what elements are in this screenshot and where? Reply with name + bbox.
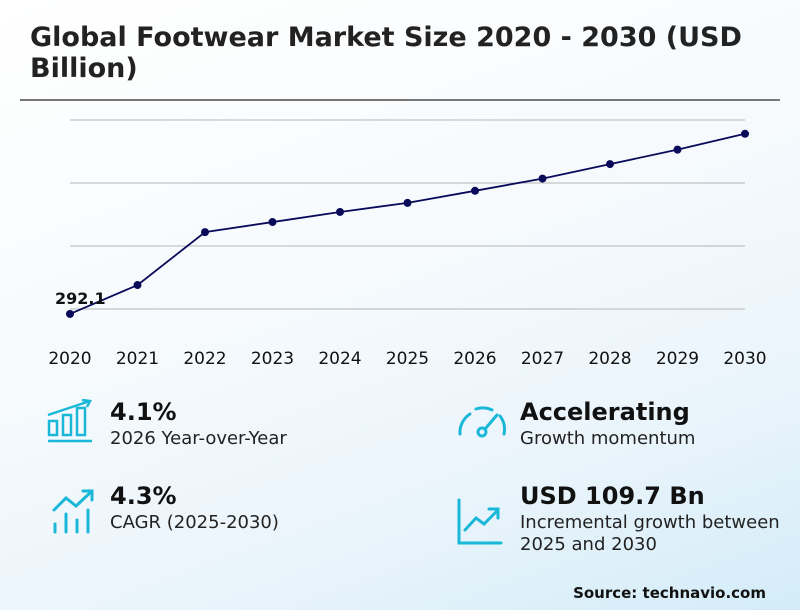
metric-value: Accelerating xyxy=(520,398,690,426)
bar-chart-growth-icon xyxy=(47,398,92,443)
page-title: Global Footwear Market Size 2020 - 2030 … xyxy=(30,22,742,84)
metric-label: Incremental growth between 2025 and 2030 xyxy=(520,512,780,555)
metric-value: USD 109.7 Bn xyxy=(520,482,705,510)
data-point xyxy=(606,160,614,169)
data-point xyxy=(336,207,344,216)
metric-momentum: Accelerating Growth momentum xyxy=(520,398,695,450)
x-tick-label: 2027 xyxy=(521,349,564,369)
data-point xyxy=(268,218,277,227)
x-tick-label: 2021 xyxy=(116,349,159,369)
x-tick-label: 2028 xyxy=(588,349,631,369)
data-label: 292.1 xyxy=(55,289,106,308)
data-point xyxy=(673,145,682,154)
source-label: Source: technavio.com xyxy=(573,584,766,602)
x-tick-label: 2029 xyxy=(656,349,699,369)
metric-label: 2026 Year-over-Year xyxy=(110,428,287,449)
series-line xyxy=(69,132,746,315)
data-point xyxy=(741,129,749,138)
x-tick-label: 2023 xyxy=(251,349,294,369)
metric-value: 4.3% xyxy=(110,482,177,510)
data-point xyxy=(66,309,74,318)
data-point xyxy=(403,198,412,207)
line-chart-up-icon xyxy=(457,498,503,545)
x-tick-label: 2024 xyxy=(318,349,361,369)
title-divider xyxy=(20,99,780,101)
metric-value: 4.1% xyxy=(110,398,177,426)
x-tick-label: 2025 xyxy=(386,349,429,369)
data-point xyxy=(201,228,209,237)
trend-up-bars-icon xyxy=(52,489,94,534)
x-tick-label: 2030 xyxy=(723,349,766,369)
x-tick-label: 2022 xyxy=(183,349,226,369)
x-tick-label: 2020 xyxy=(48,349,91,369)
metric-cagr: 4.3% CAGR (2025-2030) xyxy=(110,482,279,534)
speedometer-icon xyxy=(458,406,506,438)
data-point xyxy=(471,186,479,195)
data-point xyxy=(538,174,547,183)
metric-label: Growth momentum xyxy=(520,428,696,449)
metric-label: CAGR (2025-2030) xyxy=(110,512,279,533)
metric-yoy: 4.1% 2026 Year-over-Year xyxy=(110,398,287,450)
data-point xyxy=(133,281,142,290)
metric-incremental: USD 109.7 Bn Incremental growth between … xyxy=(520,482,780,556)
x-tick-label: 2026 xyxy=(453,349,496,369)
line-chart: 2020 2021 2022 2023 2024 2025 2026 2027 2028 2029… xyxy=(48,119,767,369)
